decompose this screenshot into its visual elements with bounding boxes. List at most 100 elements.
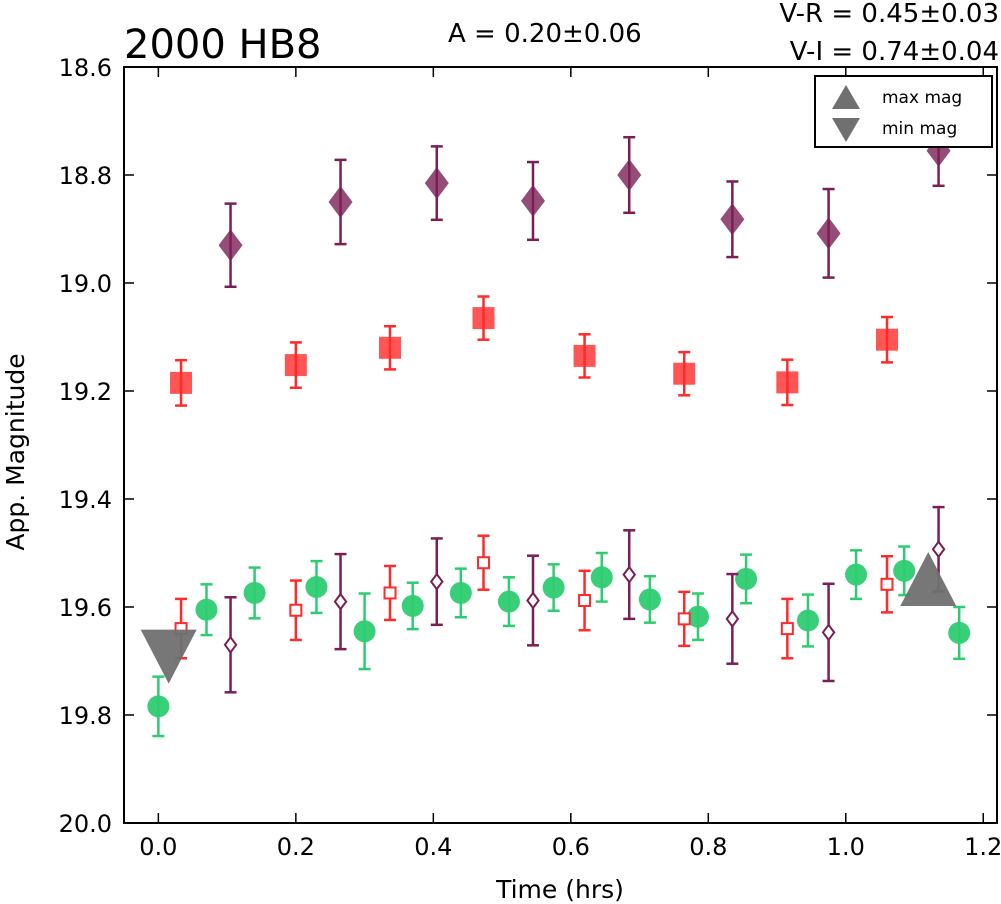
data-point-marker bbox=[497, 590, 520, 613]
data-point-marker bbox=[578, 594, 592, 608]
data-point bbox=[424, 145, 449, 222]
data-point bbox=[195, 583, 218, 637]
data-point-marker bbox=[333, 592, 348, 611]
y-tick-label: 19.0 bbox=[59, 270, 112, 298]
data-point-marker bbox=[195, 598, 218, 621]
v-r-annotation: V-R = 0.45±0.03 bbox=[779, 0, 999, 29]
data-point-marker bbox=[401, 594, 424, 617]
legend-min-mag-marker bbox=[832, 118, 860, 142]
y-tick-label: 19.2 bbox=[59, 378, 112, 406]
data-point-marker bbox=[622, 565, 637, 584]
data-point-marker bbox=[449, 581, 472, 604]
x-tick-label: 0.0 bbox=[139, 833, 177, 861]
data-point-marker bbox=[677, 612, 691, 626]
min-mag-marker bbox=[140, 629, 197, 684]
data-point-marker bbox=[735, 567, 758, 590]
data-point bbox=[223, 596, 238, 694]
max-mag-marker bbox=[900, 552, 957, 606]
data-point bbox=[353, 592, 376, 671]
y-tick-label: 19.8 bbox=[59, 702, 112, 730]
data-point-marker bbox=[673, 362, 696, 385]
data-point-marker bbox=[617, 159, 642, 191]
data-point bbox=[948, 605, 971, 661]
data-point bbox=[333, 552, 348, 651]
y-tick-label: 19.4 bbox=[59, 486, 112, 514]
data-point-marker bbox=[725, 609, 740, 629]
data-point-marker bbox=[796, 609, 819, 632]
data-point bbox=[542, 563, 565, 613]
data-point-marker bbox=[880, 577, 894, 591]
data-point bbox=[573, 333, 596, 379]
data-point bbox=[170, 358, 193, 407]
data-point bbox=[880, 554, 894, 614]
data-point-marker bbox=[429, 572, 444, 591]
data-point bbox=[383, 564, 397, 622]
data-point-marker bbox=[845, 563, 868, 586]
data-point bbox=[720, 180, 745, 259]
data-point-marker bbox=[472, 307, 495, 330]
data-point-marker bbox=[218, 229, 243, 262]
legend-entry-min-mag: min mag bbox=[882, 119, 957, 139]
legend-entry-max-mag: max mag bbox=[882, 88, 962, 108]
data-point bbox=[893, 545, 916, 597]
data-point bbox=[776, 358, 799, 407]
data-point bbox=[725, 572, 740, 665]
data-point-marker bbox=[289, 603, 303, 617]
data-point-marker bbox=[477, 556, 491, 570]
data-point bbox=[449, 567, 472, 619]
data-point-marker bbox=[328, 186, 353, 218]
data-point bbox=[673, 350, 696, 397]
x-axis-label: Time (hrs) bbox=[495, 875, 624, 904]
data-point-marker bbox=[686, 605, 709, 628]
data-point bbox=[401, 581, 424, 631]
series-filled-circle bbox=[147, 545, 971, 738]
y-tick-label: 19.6 bbox=[59, 594, 112, 622]
data-point bbox=[780, 597, 794, 660]
legend: max mag min mag bbox=[814, 75, 993, 148]
data-point bbox=[429, 537, 444, 627]
data-point bbox=[243, 566, 266, 620]
amplitude-annotation: A = 0.20±0.06 bbox=[448, 19, 642, 49]
x-tick-label: 1.0 bbox=[827, 833, 865, 861]
data-point bbox=[284, 341, 307, 390]
data-point bbox=[735, 553, 758, 605]
y-tick-label: 20.0 bbox=[59, 810, 112, 838]
data-point-marker bbox=[821, 623, 836, 642]
data-point-marker bbox=[573, 344, 596, 367]
data-point bbox=[379, 324, 402, 371]
data-point-marker bbox=[424, 167, 449, 200]
data-point bbox=[845, 549, 868, 601]
data-point bbox=[521, 160, 546, 242]
data-point-marker bbox=[542, 576, 565, 599]
data-point bbox=[305, 559, 328, 615]
data-point-marker bbox=[590, 566, 613, 589]
data-point-marker bbox=[931, 540, 946, 559]
data-point bbox=[677, 590, 691, 648]
data-point-marker bbox=[353, 620, 376, 643]
data-point-marker bbox=[243, 581, 266, 604]
data-point bbox=[590, 551, 613, 603]
data-point bbox=[617, 135, 642, 215]
x-tick-label: 0.6 bbox=[552, 833, 590, 861]
data-point-marker bbox=[876, 328, 899, 351]
data-point-marker bbox=[284, 354, 307, 377]
data-point-marker bbox=[816, 217, 841, 250]
x-tick-label: 0.8 bbox=[689, 833, 727, 861]
data-point bbox=[477, 534, 491, 591]
data-point-marker bbox=[780, 622, 794, 636]
data-point-marker bbox=[638, 588, 661, 611]
data-point-marker bbox=[720, 203, 745, 236]
y-tick-label: 18.6 bbox=[59, 54, 112, 82]
data-point bbox=[796, 593, 819, 648]
data-point bbox=[578, 569, 592, 632]
y-axis-label: App. Magnitude bbox=[1, 353, 30, 550]
data-point bbox=[328, 158, 353, 246]
data-point bbox=[622, 529, 637, 621]
data-point bbox=[686, 592, 709, 642]
data-point bbox=[472, 295, 495, 341]
data-point-marker bbox=[379, 336, 402, 359]
data-point bbox=[876, 315, 899, 364]
series-open-square bbox=[174, 534, 894, 660]
data-point-marker bbox=[948, 621, 971, 644]
